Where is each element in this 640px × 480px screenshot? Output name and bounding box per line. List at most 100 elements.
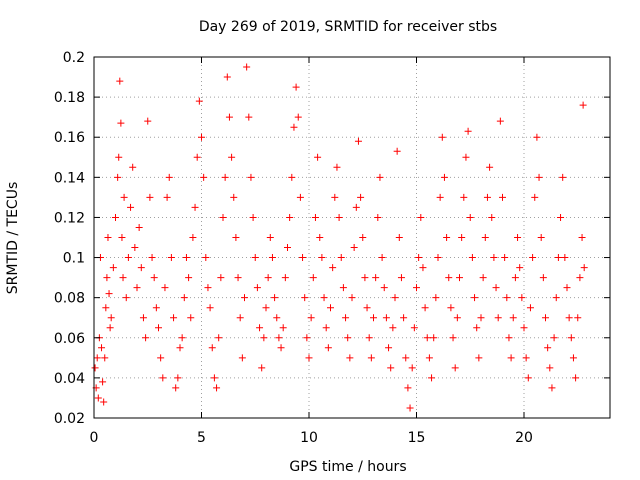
data-point: [436, 193, 444, 201]
data-point: [511, 274, 519, 282]
data-point: [505, 334, 513, 342]
data-point: [213, 384, 221, 392]
data-point: [473, 324, 481, 332]
data-point: [249, 213, 257, 221]
data-point: [98, 344, 106, 352]
data-point: [542, 314, 549, 322]
data-point: [322, 324, 330, 332]
x-tick-label: 20: [515, 430, 533, 446]
data-point: [243, 63, 251, 71]
data-point: [309, 274, 317, 282]
data-point: [161, 284, 169, 292]
data-point: [490, 254, 498, 262]
data-point: [460, 193, 468, 201]
data-point: [578, 234, 586, 241]
data-point: [324, 344, 332, 352]
data-point: [210, 374, 218, 382]
data-point: [303, 334, 311, 342]
data-point: [217, 274, 225, 282]
data-point: [494, 314, 502, 322]
data-point: [329, 264, 337, 272]
data-point: [579, 101, 587, 109]
x-tick-labels: 0 5 10 15 20: [90, 430, 533, 446]
y-tick-label: 0.16: [54, 130, 85, 146]
data-point: [361, 274, 369, 282]
data-point: [492, 284, 500, 292]
data-point: [131, 244, 139, 252]
y-tick-labels: 0.02 0.04 0.06 0.08 0.1 0.12 0.14 0.16 0.18 0.2: [54, 50, 85, 427]
x-tick-label: 15: [408, 430, 426, 446]
data-point: [122, 294, 130, 302]
data-point: [507, 354, 515, 362]
data-point: [279, 324, 287, 332]
data-point: [468, 254, 476, 262]
data-point: [337, 254, 345, 262]
data-point: [499, 193, 506, 201]
y-tick-label: 0.1: [63, 251, 85, 267]
x-tick-label: 0: [90, 430, 99, 446]
data-point: [520, 324, 528, 332]
data-point: [271, 294, 279, 302]
data-point: [106, 324, 114, 332]
data-point: [223, 73, 231, 81]
data-point: [127, 203, 135, 211]
y-tick-label: 0.06: [54, 331, 85, 347]
data-point: [486, 163, 494, 171]
data-point: [367, 354, 375, 362]
data-point: [258, 364, 266, 372]
y-tick-label: 0.14: [54, 170, 85, 186]
data-point: [142, 334, 150, 342]
data-point: [438, 133, 446, 141]
data-point: [393, 147, 401, 155]
data-point: [206, 304, 214, 312]
axis-ticks: [93, 56, 610, 419]
data-point: [376, 173, 384, 181]
data-point: [288, 173, 296, 181]
data-point: [456, 274, 463, 282]
data-point: [475, 354, 483, 362]
data-point: [234, 274, 242, 282]
data-point: [415, 254, 423, 262]
data-point: [236, 314, 244, 322]
data-point: [453, 314, 461, 322]
data-point: [266, 234, 274, 241]
data-point: [335, 213, 343, 221]
data-point: [354, 137, 362, 145]
data-point: [176, 344, 184, 352]
data-point: [535, 173, 543, 181]
data-point: [253, 284, 261, 292]
data-point: [256, 324, 264, 332]
data-point: [544, 344, 552, 352]
data-point: [447, 304, 455, 312]
data-point: [307, 314, 315, 322]
data-point: [397, 274, 405, 282]
data-point: [406, 404, 414, 412]
data-point: [230, 193, 238, 201]
data-point: [268, 254, 276, 262]
data-point: [363, 304, 371, 312]
data-point: [103, 274, 111, 282]
data-point: [421, 304, 429, 312]
data-point: [129, 163, 137, 171]
data-point: [102, 304, 110, 312]
data-point: [245, 113, 253, 121]
data-point: [101, 354, 109, 362]
x-tick-label: 10: [300, 430, 318, 446]
data-point: [425, 354, 433, 362]
data-point: [466, 213, 474, 221]
data-point: [290, 123, 298, 131]
data-point: [187, 314, 195, 322]
data-point: [284, 244, 291, 252]
data-point: [554, 254, 562, 262]
data-point: [471, 294, 479, 302]
data-point: [342, 314, 350, 322]
data-point: [516, 264, 524, 272]
data-point: [163, 193, 171, 201]
y-axis-label: SRMTID / TECUs: [5, 182, 21, 295]
data-point: [419, 264, 427, 272]
data-point: [458, 234, 466, 241]
data-point: [563, 284, 571, 292]
data-point: [432, 294, 440, 302]
data-point: [299, 254, 307, 262]
data-point: [93, 354, 101, 362]
